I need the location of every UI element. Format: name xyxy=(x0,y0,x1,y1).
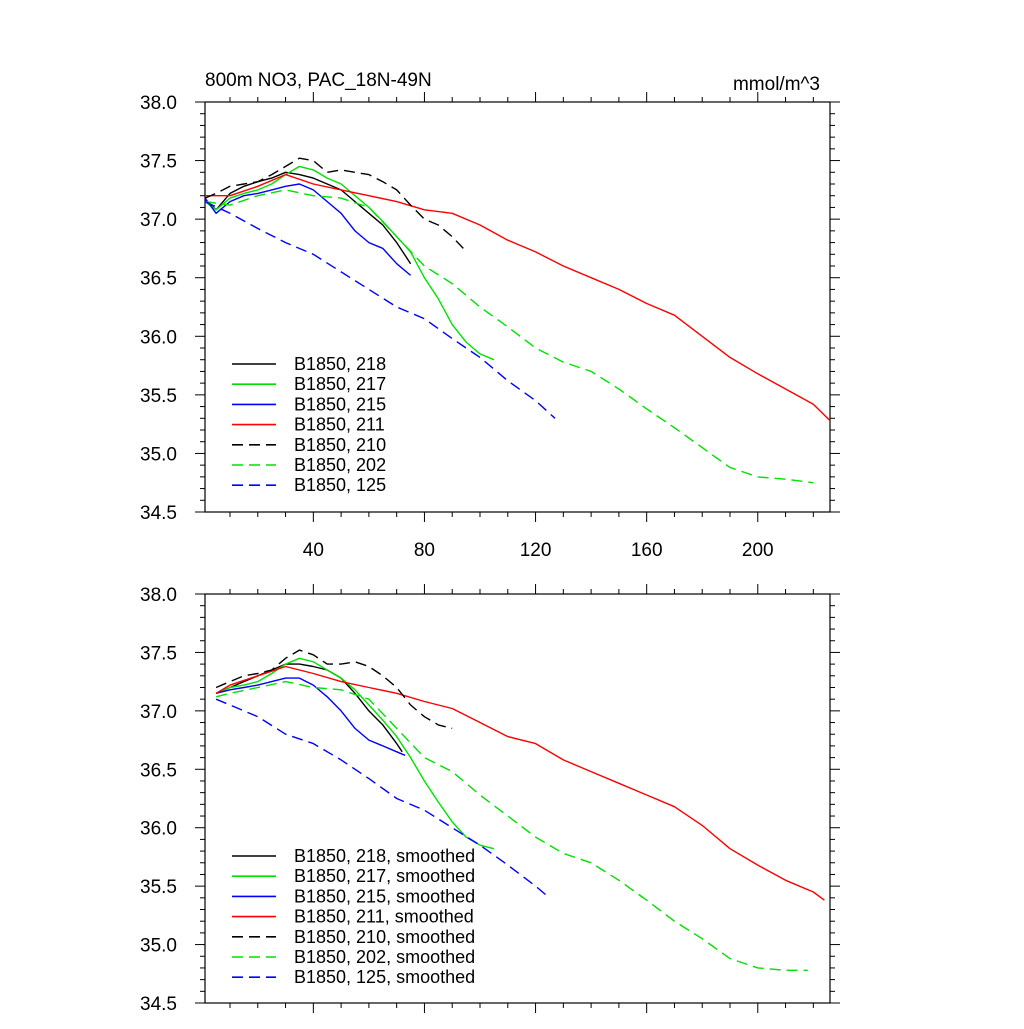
panel-2: 34.5 35.0 35.5 36.0 36.5 37.0 37.5 38.0 B1850, 2… xyxy=(140,584,840,1015)
y-tick-label: 37.5 xyxy=(140,643,177,664)
legend-label: B1850, 218, smoothed xyxy=(294,846,475,866)
series-line-6 xyxy=(215,680,808,971)
y-tick-label: 35.0 xyxy=(140,936,177,957)
y-tick-label: 34.5 xyxy=(140,994,177,1015)
x-tick-label: 40 xyxy=(303,540,324,561)
legend-label: B1850, 125 xyxy=(294,475,386,495)
y-tick-label: 38.0 xyxy=(140,93,177,114)
series-line-3 xyxy=(204,183,412,276)
panel-1: 34.5 35.0 35.5 36.0 36.5 37.0 37.5 38.0 40 80 120 1… xyxy=(140,70,840,561)
legend-label: B1850, 217, smoothed xyxy=(294,866,475,886)
y-tick-label: 35.5 xyxy=(140,386,177,407)
y-tick-label: 36.0 xyxy=(140,819,177,840)
legend-label: B1850, 215 xyxy=(294,394,386,414)
series-line-4 xyxy=(205,173,831,422)
x-tick-label: 80 xyxy=(414,540,435,561)
y-tick-label: 36.0 xyxy=(140,327,177,348)
legend-label: B1850, 218 xyxy=(294,354,386,374)
y-tick-label: 35.5 xyxy=(140,877,177,898)
legend-label: B1850, 210, smoothed xyxy=(294,927,475,947)
series-line-5 xyxy=(215,649,453,730)
x-tick-label: 160 xyxy=(631,540,663,561)
series-line-1 xyxy=(215,663,403,753)
series-line-7 xyxy=(215,698,550,899)
plot-frame xyxy=(204,593,831,1004)
legend-label: B1850, 125, smoothed xyxy=(294,967,475,987)
legend-label: B1850, 202, smoothed xyxy=(294,947,475,967)
y-tick-label: 36.5 xyxy=(140,760,177,781)
legend-label: B1850, 211, smoothed xyxy=(294,907,474,927)
series-line-5 xyxy=(204,157,464,249)
series-line-2 xyxy=(204,165,495,361)
legend-label: B1850, 215, smoothed xyxy=(294,886,475,906)
y-tick-label: 36.5 xyxy=(140,269,177,290)
y-tick-label: 37.5 xyxy=(140,152,177,173)
y-tick-label: 38.0 xyxy=(140,585,177,606)
series-line-1 xyxy=(204,171,412,265)
series-line-3 xyxy=(215,677,406,756)
legend-label: B1850, 217 xyxy=(294,374,386,394)
x-tick-label: 200 xyxy=(742,540,774,561)
units-label: mmol/m^3 xyxy=(733,74,820,95)
legend-label: B1850, 210 xyxy=(294,435,386,455)
series-line-2 xyxy=(215,657,495,850)
plot-frame xyxy=(204,101,831,513)
series-line-4 xyxy=(215,665,825,901)
chart-title: 800m NO3, PAC_18N-49N xyxy=(205,70,432,91)
y-tick-label: 34.5 xyxy=(140,503,177,524)
y-tick-label: 37.0 xyxy=(140,702,177,723)
y-tick-label: 35.0 xyxy=(140,444,177,465)
legend-label: B1850, 202 xyxy=(294,455,386,475)
x-tick-label: 120 xyxy=(520,540,552,561)
y-tick-label: 37.0 xyxy=(140,210,177,231)
series-line-7 xyxy=(204,200,556,419)
legend-label: B1850, 211 xyxy=(294,415,385,435)
